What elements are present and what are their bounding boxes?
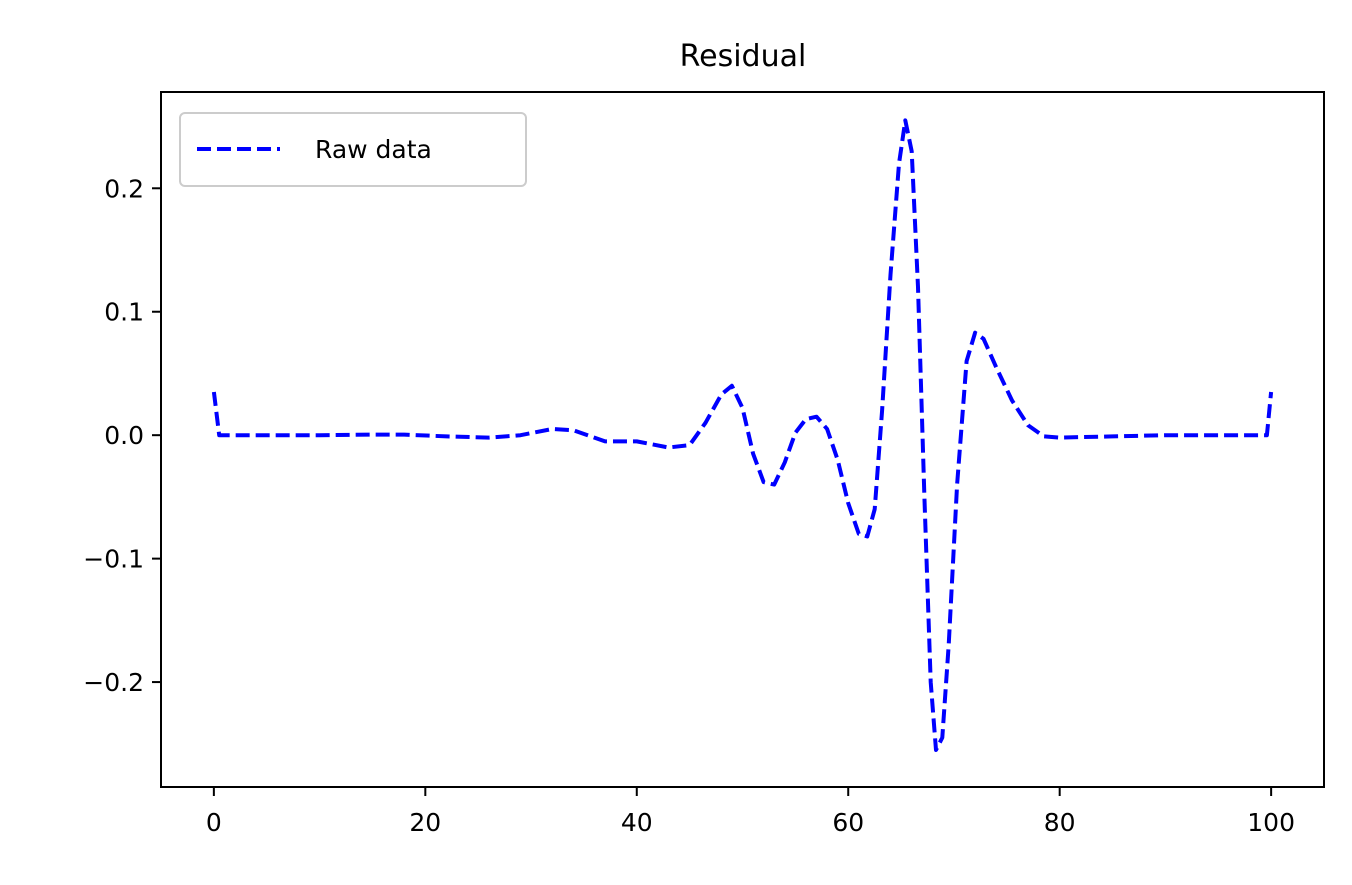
x-tick-label: 60 (832, 808, 864, 837)
y-tick-label: 0.2 (104, 174, 144, 203)
axes-frame (160, 91, 1325, 788)
y-tick-label: 0.0 (104, 421, 144, 450)
x-tick-label: 0 (206, 808, 222, 837)
y-tick-label: 0.1 (104, 298, 144, 327)
x-tick-label: 80 (1044, 808, 1076, 837)
x-tick-label: 20 (409, 808, 441, 837)
y-axis: −0.2 −0.1 0.0 0.1 0.2 (83, 174, 161, 697)
x-tick-label: 100 (1247, 808, 1295, 837)
legend-box (179, 112, 527, 187)
x-axis: 0 20 40 60 80 100 (206, 787, 1295, 837)
y-tick-label: −0.2 (83, 668, 144, 697)
series-layer (211, 118, 1274, 752)
series-line-0 (211, 118, 1274, 752)
legend-label: Raw data (315, 135, 432, 164)
x-tick-label: 40 (621, 808, 653, 837)
y-tick-label: −0.1 (83, 545, 144, 574)
chart-title: Residual (680, 39, 807, 74)
legend: Raw data (179, 112, 527, 187)
